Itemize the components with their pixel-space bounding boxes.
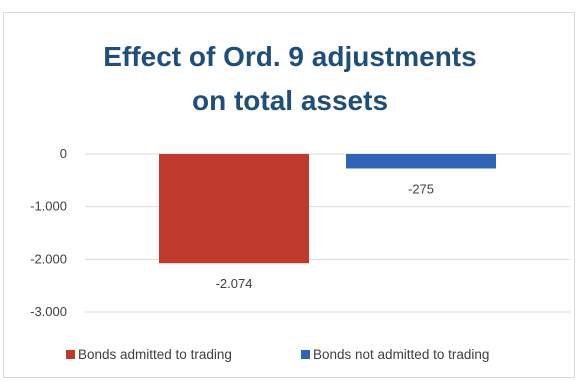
- legend-label: Bonds admitted to trading: [78, 347, 232, 362]
- gridlines: [85, 153, 570, 313]
- data-label: -2.074: [216, 276, 253, 291]
- y-tick-label: -3.000: [30, 304, 67, 319]
- data-labels: -2.074 -275: [216, 181, 434, 291]
- legend-swatch: [66, 350, 75, 359]
- bar: [346, 154, 496, 169]
- legend-swatch: [301, 350, 310, 359]
- bars: [159, 154, 496, 264]
- y-tick-label: -1.000: [30, 199, 67, 214]
- y-axis-tick-labels: 0 -1.000 -2.000 -3.000: [30, 146, 67, 319]
- legend-label: Bonds not admitted to trading: [313, 347, 489, 362]
- y-tick-label: -2.000: [30, 251, 67, 266]
- chart-title-line-2: on total assets: [192, 85, 388, 116]
- chart-title: Effect of Ord. 9 adjustments on total as…: [103, 41, 476, 116]
- chart-title-line-1: Effect of Ord. 9 adjustments: [103, 41, 476, 72]
- legend: Bonds admitted to trading Bonds not admit…: [66, 347, 489, 362]
- data-label: -275: [408, 181, 434, 196]
- bar: [159, 154, 309, 264]
- y-tick-label: 0: [60, 146, 67, 161]
